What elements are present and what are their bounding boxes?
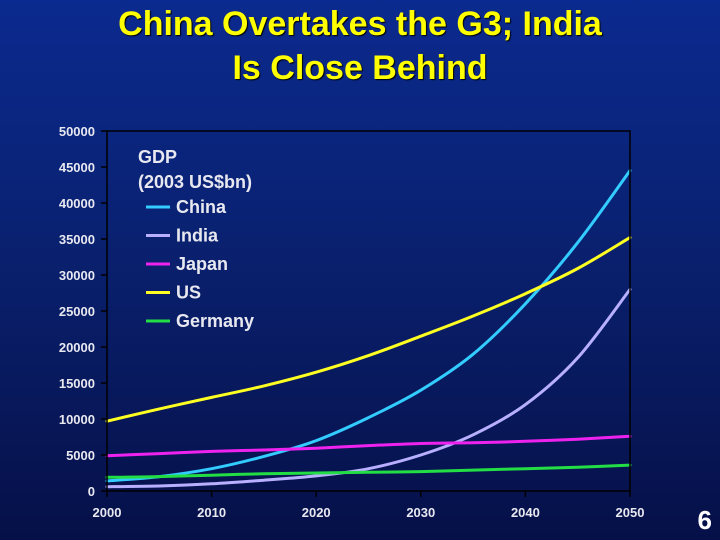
x-tick-label: 2030 (406, 505, 435, 520)
legend-title-line-2: (2003 US$bn) (138, 172, 252, 192)
legend-label-us: US (176, 283, 201, 303)
legend-title-line-1: GDP (138, 147, 177, 167)
y-tick-label: 10000 (59, 412, 95, 427)
y-tick-label: 15000 (59, 376, 95, 391)
series-line-germany (105, 463, 632, 479)
page-number: 6 (697, 505, 712, 535)
y-tick-label: 25000 (59, 304, 95, 319)
y-tick-label: 0 (88, 484, 95, 499)
series-line-japan (105, 434, 632, 458)
x-tick-label: 2040 (511, 505, 540, 520)
y-tick-label: 45000 (59, 160, 95, 175)
y-tick-label: 50000 (59, 124, 95, 139)
title-line-2: Is Close Behind (232, 49, 488, 87)
title-line-1: China Overtakes the G3; India (118, 5, 602, 43)
legend-label-germany: Germany (176, 311, 254, 331)
x-tick-label: 2050 (616, 505, 645, 520)
y-tick-label: 35000 (59, 232, 95, 247)
series-line-india (105, 287, 632, 489)
series-line-us (105, 236, 632, 423)
y-tick-label: 20000 (59, 340, 95, 355)
y-tick-label: 40000 (59, 196, 95, 211)
legend-label-india: India (176, 226, 219, 246)
x-tick-label: 2010 (197, 505, 226, 520)
y-tick-label: 30000 (59, 268, 95, 283)
legend-label-china: China (176, 197, 227, 217)
y-tick-label: 5000 (66, 448, 95, 463)
series-line-china (105, 169, 632, 483)
x-tick-label: 2020 (302, 505, 331, 520)
legend-label-japan: Japan (176, 254, 228, 274)
slide-title: China Overtakes the G3; India Is Close B… (0, 0, 720, 102)
x-tick-label: 2000 (93, 505, 122, 520)
